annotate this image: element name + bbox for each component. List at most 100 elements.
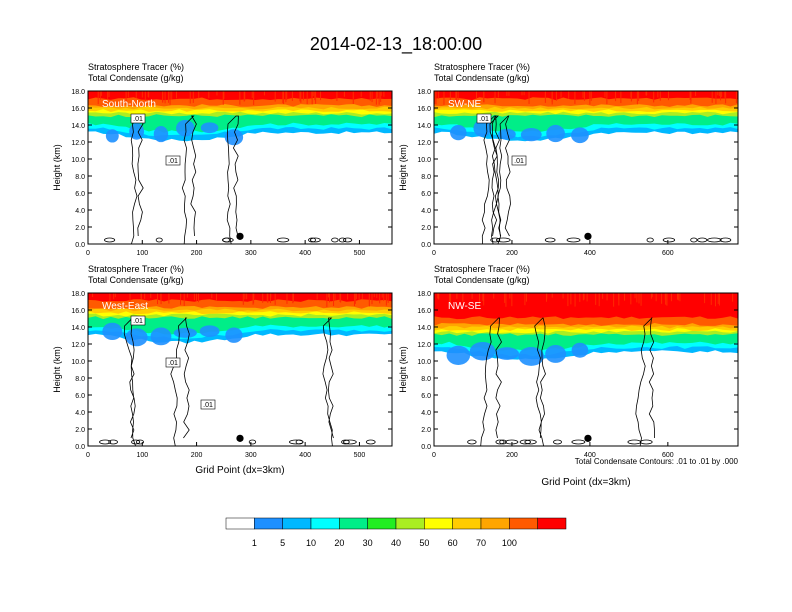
condensate-bubble <box>707 237 722 243</box>
tracer-intrusion <box>450 124 467 141</box>
x-axis-label: Grid Point (dx=3km) <box>195 465 284 476</box>
condensate-contour <box>534 317 546 446</box>
y-tick-label: 14.0 <box>417 123 431 130</box>
condensate-contours <box>99 317 376 446</box>
colorbar-swatch <box>509 517 538 530</box>
y-tick-label: 0.0 <box>421 242 431 249</box>
y-tick-label: 10.0 <box>417 157 431 164</box>
condensate-bubble <box>662 237 676 243</box>
y-tick-label: 4.0 <box>421 410 431 417</box>
panel-direction-label: SW-NE <box>448 99 481 110</box>
x-tick-label: 0 <box>432 250 436 257</box>
contour-label-box <box>511 155 527 166</box>
tracer-intrusion <box>520 127 542 142</box>
condensate-contour <box>479 317 502 446</box>
condensate-contour <box>635 317 655 446</box>
panel-title-condensate: Total Condensate (g/kg) <box>88 275 184 285</box>
panels: Stratosphere Tracer (%) Total Condensate … <box>52 62 739 488</box>
x-tick-label: 200 <box>191 452 203 459</box>
condensate-bubble <box>697 237 708 243</box>
contour-label: .01 <box>168 158 178 165</box>
tracer-intrusion <box>498 128 516 140</box>
tracer-band-9 <box>434 91 738 101</box>
condensate-bubble <box>524 439 537 445</box>
condensate-contours <box>479 115 732 244</box>
x-tick-label: 0 <box>432 452 436 459</box>
condensate-bubble <box>490 237 501 243</box>
y-tick-label: 14.0 <box>417 325 431 332</box>
plot-frame <box>87 90 393 245</box>
condensate-bubble <box>566 237 581 243</box>
condensate-bubble <box>108 439 118 445</box>
y-tick-label: 6.0 <box>75 393 85 400</box>
y-tick-label: 10.0 <box>71 359 85 366</box>
condensate-bubble <box>495 439 505 445</box>
y-tick-label: 16.0 <box>71 106 85 113</box>
panel-title-tracer: Stratosphere Tracer (%) <box>434 264 530 274</box>
colorbar-swatch <box>254 517 283 530</box>
condensate-bubble <box>690 237 698 243</box>
location-marker <box>584 434 592 442</box>
colorbar-swatch <box>339 517 368 530</box>
condensate-bubble <box>248 439 257 445</box>
panel-direction-label: South-North <box>102 99 156 110</box>
figure-title: 2014-02-13_18:00:00 <box>310 34 482 55</box>
colorbar-swatch <box>452 517 482 530</box>
condensate-bubble <box>499 439 507 445</box>
tracer-field: .01 .01 <box>88 91 392 244</box>
x-tick-label: 100 <box>136 250 148 257</box>
location-marker <box>236 434 244 442</box>
colorbar-level-label: 50 <box>419 538 429 548</box>
y-axis-label: Height (km) <box>52 346 62 393</box>
colorbar-swatch <box>480 517 510 530</box>
condensate-bubble <box>467 439 477 445</box>
y-tick-label: 10.0 <box>71 157 85 164</box>
condensate-bubble <box>519 439 531 445</box>
x-axis-label: Grid Point (dx=3km) <box>541 477 630 488</box>
colorbar-swatch <box>537 517 567 530</box>
condensate-bubble <box>309 237 321 243</box>
colorbar-level-label: 30 <box>363 538 373 548</box>
panel-title-condensate: Total Condensate (g/kg) <box>88 73 184 83</box>
plot-frame <box>433 90 739 245</box>
y-tick-label: 18.0 <box>417 89 431 96</box>
colorbar-swatch <box>367 517 397 530</box>
tracer-field <box>434 293 738 446</box>
y-axis-label: Height (km) <box>398 144 408 191</box>
x-tick-label: 400 <box>584 452 596 459</box>
condensate-bubble <box>495 237 511 243</box>
colorbar-swatch <box>225 517 255 530</box>
tracer-intrusion <box>105 129 119 143</box>
condensate-bubble <box>553 439 562 445</box>
x-tick-label: 400 <box>584 250 596 257</box>
condensate-contour <box>322 317 334 446</box>
tracer-intrusion <box>102 322 123 341</box>
x-tick-label: 0 <box>86 452 90 459</box>
x-tick-label: 200 <box>506 452 518 459</box>
condensate-contour <box>489 115 501 244</box>
tracer-intrusion <box>469 341 496 361</box>
panel-1: Stratosphere Tracer (%)Total Condensate … <box>52 62 393 257</box>
colorbar-level-label: 60 <box>448 538 458 548</box>
y-tick-label: 12.0 <box>71 342 85 349</box>
tracer-intrusion <box>446 345 471 365</box>
y-tick-label: 2.0 <box>421 427 431 434</box>
colorbar-level-label: 40 <box>391 538 401 548</box>
panel-title-tracer: Stratosphere Tracer (%) <box>434 62 530 72</box>
y-tick-label: 0.0 <box>75 242 85 249</box>
condensate-bubble <box>131 439 141 445</box>
condensate-bubble <box>639 439 653 445</box>
condensate-bubble <box>155 237 163 243</box>
x-tick-label: 500 <box>354 452 366 459</box>
tracer-intrusion <box>224 129 244 146</box>
x-tick-label: 300 <box>245 452 257 459</box>
colorbar-level-label: 20 <box>334 538 344 548</box>
y-tick-label: 2.0 <box>75 427 85 434</box>
x-tick-label: 300 <box>245 250 257 257</box>
contour-label-box <box>130 113 146 124</box>
tracer-field: .01 .01 .01 <box>88 293 392 446</box>
tracer-intrusion <box>571 127 589 144</box>
condensate-bubble <box>365 439 376 445</box>
contour-label: .01 <box>479 116 489 123</box>
y-tick-label: 6.0 <box>75 191 85 198</box>
